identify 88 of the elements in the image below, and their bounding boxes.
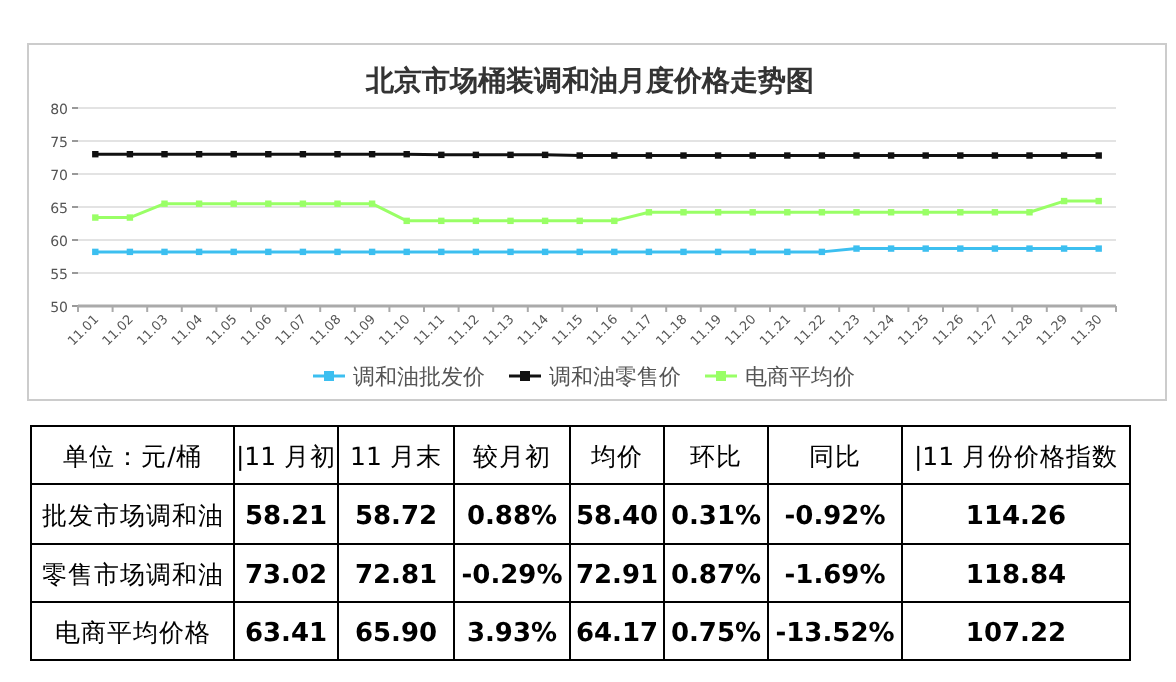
point [611, 248, 618, 256]
point [887, 152, 895, 159]
point [1095, 245, 1102, 252]
point [714, 152, 722, 159]
text: |11 月份价格指数 [913, 441, 1119, 471]
point [161, 151, 168, 158]
text: 3.93% [466, 619, 558, 649]
text: -13.52% [775, 619, 895, 649]
point [92, 151, 99, 158]
point [957, 245, 964, 252]
point [991, 152, 999, 159]
text: 65.90 [354, 619, 438, 649]
point [438, 217, 445, 225]
point [611, 217, 618, 225]
legend-label: 电商平均价 [745, 364, 855, 390]
text: 0.31% [670, 502, 762, 532]
text: 电商平均价格 [54, 617, 211, 647]
text: |11 月初 [235, 441, 337, 471]
point [645, 152, 653, 159]
text: 58.40 [575, 502, 659, 532]
text: 114.26 [965, 502, 1067, 532]
text: 0.88% [466, 502, 558, 532]
point [92, 214, 99, 221]
point [507, 151, 514, 159]
legend-label: 调和油批发价 [353, 364, 485, 390]
point [784, 152, 791, 159]
text: 均价 [589, 441, 643, 471]
text: -0.92% [784, 502, 886, 532]
text: 较月初 [473, 441, 551, 471]
point [922, 245, 929, 252]
text: 0.87% [670, 561, 762, 591]
text: 72.81 [354, 561, 438, 591]
point [853, 245, 860, 252]
text: 单位：元/桶 [63, 441, 202, 471]
text: 64.17 [575, 619, 659, 649]
point [1026, 152, 1033, 159]
point [1060, 152, 1068, 159]
point [576, 152, 583, 159]
text: 107.22 [965, 619, 1067, 649]
point [922, 152, 929, 159]
point [853, 152, 860, 159]
text: 58.72 [354, 502, 438, 532]
point [92, 248, 99, 256]
point [611, 152, 618, 159]
text: 环比 [690, 441, 742, 471]
point [1060, 245, 1068, 252]
point [161, 248, 168, 256]
point [1026, 209, 1033, 216]
point [957, 209, 964, 216]
text: 0.75% [670, 619, 762, 649]
legend-label: 调和油零售价 [549, 364, 681, 390]
point [334, 151, 341, 158]
text: 73.02 [244, 561, 328, 591]
point [265, 151, 272, 158]
point [161, 200, 168, 207]
text: 同比 [809, 441, 861, 471]
point [265, 200, 272, 207]
point [438, 248, 445, 256]
point [507, 217, 514, 225]
point [680, 152, 687, 159]
point [818, 152, 826, 159]
chart-title: 北京市场桶装调和油月度价格走势图 [364, 64, 814, 98]
point [1095, 152, 1102, 159]
point [1026, 245, 1033, 252]
text: 63.41 [244, 619, 328, 649]
point [784, 209, 791, 216]
point [334, 248, 341, 256]
point [853, 209, 860, 216]
point [957, 152, 964, 159]
point [680, 248, 687, 256]
point [749, 152, 756, 159]
text: 零售市场调和油 [41, 559, 224, 589]
point [507, 248, 514, 256]
point [265, 248, 272, 256]
point [438, 151, 445, 159]
point [991, 245, 999, 252]
text: 58.21 [244, 502, 328, 532]
text: -0.29% [461, 561, 563, 591]
point [126, 214, 134, 221]
point [680, 209, 687, 216]
point [334, 200, 341, 207]
text: -1.69% [784, 561, 886, 591]
point [784, 248, 791, 256]
text: 72.91 [575, 561, 659, 591]
text: 11 月末 [350, 441, 442, 471]
text: 批发市场调和油 [41, 500, 224, 530]
point [887, 245, 895, 252]
text: 118.84 [965, 561, 1067, 591]
